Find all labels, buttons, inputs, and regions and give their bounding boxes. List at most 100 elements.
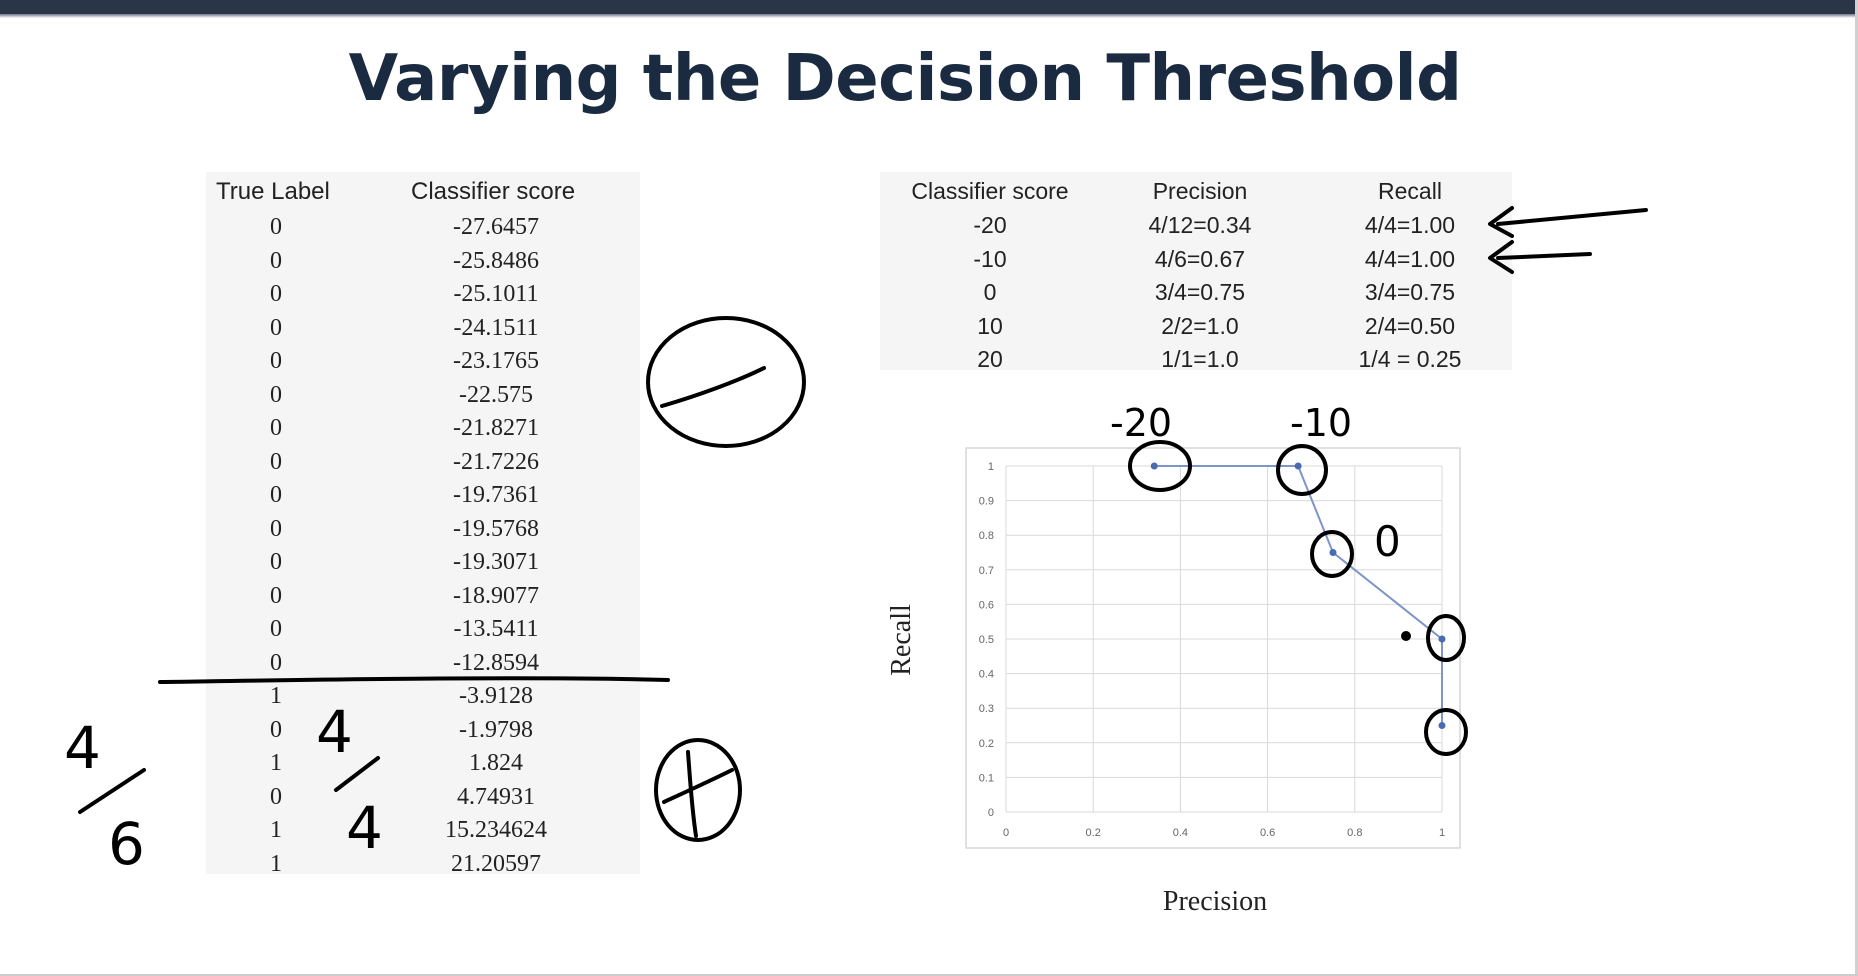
true-label-cell: 0 (270, 314, 282, 341)
score-cell: 15.234624 (445, 817, 547, 843)
score-cell: -19.3071 (453, 549, 539, 575)
score-row: 0 -19.3071 (206, 545, 640, 579)
y-tick-label: 0.2 (979, 738, 994, 750)
true-label-cell: 0 (270, 482, 282, 508)
score-row: 0 -23.1765 (206, 344, 640, 378)
true-label-cell: 0 (270, 783, 282, 810)
x-tick-label: 0.2 (1086, 827, 1101, 839)
true-label-cell: 0 (270, 415, 282, 441)
threshold-cell: 10 (977, 312, 1003, 339)
score-row: 0 -1.9798 (206, 713, 640, 747)
score-row: 0 -12.8594 (206, 646, 640, 680)
score-cell: -22.575 (459, 381, 533, 408)
precision-cell: 4/12=0.34 (1148, 212, 1252, 238)
true-label-cell: 0 (270, 549, 282, 575)
recall-cell: 1/4 = 0.25 (1358, 346, 1462, 372)
score-row: 1 15.234624 (206, 813, 640, 847)
score-row: 0 -25.8486 (206, 244, 640, 278)
score-cell: -25.1011 (453, 281, 539, 307)
true-label-cell: 0 (270, 716, 282, 743)
minus-stroke (660, 366, 766, 408)
score-row: 1 1.824 (206, 746, 640, 780)
score-cell: 21.20597 (451, 850, 541, 877)
positive-circle (654, 738, 742, 842)
score-cell: -21.8271 (453, 415, 539, 441)
x-tick-label: 0.8 (1347, 827, 1362, 839)
plot-frame (965, 447, 1461, 849)
score-cell: -19.5768 (453, 515, 539, 542)
y-tick-label: 0.9 (979, 496, 994, 508)
score-row: 0 -19.5768 (206, 512, 640, 546)
slide-bottom-edge (0, 974, 1858, 976)
x-tick-label: 0.6 (1260, 827, 1275, 839)
data-point (1329, 549, 1337, 556)
header-score: Classifier score (911, 178, 1069, 204)
precision-cell: 2/2=1.0 (1161, 312, 1239, 339)
score-cell: -25.8486 (453, 247, 539, 274)
slide-title: Varying the Decision Threshold (348, 42, 1462, 116)
recall-cell: 4/4=1.00 (1364, 212, 1456, 238)
x-tick-label: 1 (1439, 827, 1445, 839)
header-true-label: True Label (216, 178, 330, 205)
header-precision: Precision (1152, 178, 1248, 204)
precision-cell: 1/1=1.0 (1161, 346, 1239, 372)
true-label-cell: 0 (270, 448, 282, 475)
threshold-cell: 20 (977, 346, 1003, 372)
header-recall: Recall (1378, 178, 1442, 204)
true-label-cell: 1 (270, 850, 282, 877)
score-row: 0 -18.9077 (206, 579, 640, 613)
score-cell: -1.9798 (459, 716, 533, 743)
score-row: 0 -27.6457 (206, 210, 640, 244)
true-label-cell: 0 (270, 649, 282, 676)
y-tick-label: 0 (988, 807, 994, 819)
precision-cell: 3/4=0.75 (1154, 279, 1246, 305)
y-axis-label: Recall (886, 604, 917, 676)
score-cell: -3.9128 (459, 683, 533, 709)
y-tick-label: 0.4 (979, 669, 994, 681)
recall-cell: 3/4=0.75 (1364, 279, 1456, 305)
fraction-a-denominator: 6 (108, 810, 145, 878)
y-tick-label: 0.3 (979, 703, 994, 715)
score-cell: 4.74931 (457, 783, 535, 810)
true-label-cell: 0 (270, 616, 282, 642)
score-cell: -13.5411 (453, 616, 539, 642)
true-label-cell: 1 (270, 683, 282, 709)
true-label-cell: 0 (270, 381, 282, 408)
score-row: 0 -19.7361 (206, 478, 640, 512)
negative-circle (646, 316, 806, 448)
plus-vertical (686, 750, 698, 838)
score-cell: -18.9077 (453, 582, 539, 609)
true-label-cell: 0 (270, 247, 282, 274)
fraction-a-bar (78, 768, 146, 814)
score-cell: -12.8594 (453, 649, 539, 676)
recall-cell: 4/4=1.00 (1364, 245, 1456, 272)
true-label-cell: 0 (270, 214, 282, 240)
top-window-bar (0, 0, 1858, 18)
y-tick-label: 1 (988, 461, 994, 473)
y-tick-label: 0.8 (979, 530, 994, 542)
y-tick-label: 0.5 (979, 634, 994, 646)
threshold-cell: -20 (973, 212, 1007, 238)
x-tick-label: 0.4 (1173, 827, 1188, 839)
score-row: 0 4.74931 (206, 780, 640, 814)
precision-cell: 4/6=0.67 (1154, 245, 1246, 272)
true-label-cell: 0 (270, 515, 282, 542)
true-label-cell: 0 (270, 281, 282, 307)
score-cell: 1.824 (469, 750, 523, 776)
arrow-1-shaft (1496, 208, 1648, 226)
score-row: 0 -13.5411 (206, 612, 640, 646)
data-point (1438, 722, 1446, 729)
score-cell: -24.1511 (453, 314, 539, 341)
true-label-cell: 1 (270, 817, 282, 843)
fraction-a-numerator: 4 (64, 714, 101, 782)
y-tick-label: 0.7 (979, 565, 994, 577)
true-label-cell: 0 (270, 582, 282, 609)
plus-horizontal (662, 768, 734, 804)
true-label-cell: 1 (270, 750, 282, 776)
pr-chart-svg: 0 0.1 0.2 0.3 0.4 0.5 0.6 0.7 0.8 0.9 1 0 0.2 0.4 0.6 0… (886, 447, 1461, 917)
recall-cell: 2/4=0.50 (1364, 312, 1456, 339)
score-row: 1 -3.9128 (206, 679, 640, 713)
header-classifier-score: Classifier score (411, 178, 576, 205)
data-point (1150, 462, 1158, 470)
metrics-table: Classifier score Precision Recall -20 4/1… (880, 172, 1512, 372)
